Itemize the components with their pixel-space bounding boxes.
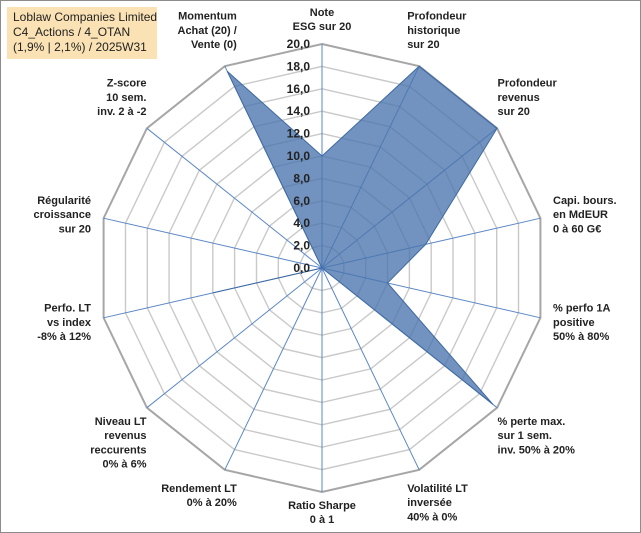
title-company: Loblaw Companies Limited bbox=[13, 10, 158, 24]
tick-label: 4,0 bbox=[293, 216, 310, 230]
axis-label: Perfo. LT vs index -8% à 12% bbox=[37, 303, 92, 343]
axis-spoke bbox=[146, 127, 323, 269]
axis-label-line: Perfo. LT bbox=[44, 303, 91, 315]
tick-label: 12,0 bbox=[287, 127, 311, 141]
tick-label: 10,0 bbox=[287, 149, 311, 163]
axis-spoke bbox=[224, 267, 323, 471]
axis-label-line: croissance bbox=[34, 209, 91, 221]
tick-label: 8,0 bbox=[293, 171, 310, 185]
axis-label-line: Niveau LT bbox=[95, 416, 147, 428]
axis-label-line: 10 sem. bbox=[106, 92, 146, 104]
axis-label-line: Vente (0) bbox=[191, 39, 237, 51]
axis-label-line: Profondeur bbox=[498, 78, 558, 90]
tick-label: 18,0 bbox=[287, 59, 311, 73]
axis-label: Rendement LT 0% à 20% bbox=[161, 483, 237, 509]
axis-label-line: Profondeur bbox=[407, 11, 467, 23]
axis-label-line: -8% à 12% bbox=[37, 331, 91, 343]
axis-label-line: 40% à 0% bbox=[407, 511, 457, 523]
axis-spoke bbox=[103, 217, 323, 269]
axis-label-line: Z-score bbox=[107, 78, 147, 90]
axis-spoke bbox=[146, 267, 323, 409]
data-series-area bbox=[212, 65, 498, 405]
tick-label: 16,0 bbox=[287, 82, 311, 96]
axis-label-line: sur 20 bbox=[407, 39, 439, 51]
axis-label-line: % perfo 1A bbox=[553, 303, 611, 315]
axis-label-line: Momentum bbox=[178, 11, 237, 23]
axis-label-line: 0 à 1 bbox=[310, 514, 334, 526]
axis-label-line: inv. 50% à 20% bbox=[498, 444, 576, 456]
axis-label-line: 0% à 6% bbox=[102, 459, 146, 471]
axis-label-line: 0% à 20% bbox=[187, 497, 237, 509]
axis-label-line: inversée bbox=[407, 497, 452, 509]
axis-label-line: historique bbox=[407, 25, 460, 37]
axis-label: Profondeur historique sur 20 bbox=[407, 11, 467, 51]
axis-labels: Note ESG sur 20 Profondeur historique sur 20… bbox=[34, 7, 617, 526]
radial-tick-labels: 0,0 2,0 4,0 6,0 8,0 10,0 12,0 14,0 16,0 18,0 20,0 bbox=[287, 37, 311, 275]
axis-label-line: Ratio Sharpe bbox=[288, 500, 356, 512]
axis-label-line: Achat (20) / bbox=[178, 25, 237, 37]
axis-label: Régularité croissance sur 20 bbox=[34, 195, 91, 235]
axis-label-line: 0 à 60 G€ bbox=[553, 223, 601, 235]
axis-label: Volatilité LT inversée 40% à 0% bbox=[407, 483, 468, 523]
tick-label: 14,0 bbox=[287, 104, 311, 118]
tick-label: 2,0 bbox=[293, 239, 310, 253]
tick-label: 6,0 bbox=[293, 194, 310, 208]
axis-label-line: revenus bbox=[498, 92, 540, 104]
title-category: C4_Actions / 4_OTAN bbox=[13, 25, 131, 39]
axis-label: Niveau LT revenus reccurents 0% à 6% bbox=[90, 416, 147, 471]
axis-label-line: Capi. bours. bbox=[553, 195, 617, 207]
axis-label: Note ESG sur 20 bbox=[293, 7, 352, 33]
axis-label-line: sur 20 bbox=[59, 223, 91, 235]
axis-label-line: inv. 2 à -2 bbox=[97, 106, 146, 118]
axis-label: Ratio Sharpe 0 à 1 bbox=[288, 500, 356, 526]
axis-label: Momentum Achat (20) / Vente (0) bbox=[178, 11, 238, 51]
chart-title-box: Loblaw Companies Limited C4_Actions / 4_… bbox=[7, 7, 157, 59]
title-period: (1,9% | 2,1%) / 2025W31 bbox=[13, 40, 147, 54]
axis-label-line: 50% à 80% bbox=[553, 331, 609, 343]
axis-label: Capi. bours. en MdEUR 0 à 60 G€ bbox=[553, 195, 617, 235]
axis-label-line: sur 1 sem. bbox=[498, 430, 552, 442]
axis-label-line: Régularité bbox=[37, 195, 91, 207]
tick-label: 0,0 bbox=[293, 261, 310, 275]
axis-label-line: revenus bbox=[104, 430, 146, 442]
axis-label-line: % perte max. bbox=[498, 416, 566, 428]
axis-label: % perfo 1A positive 50% à 80% bbox=[553, 303, 611, 343]
axis-label-line: Volatilité LT bbox=[407, 483, 468, 495]
axis-label-line: en MdEUR bbox=[553, 209, 608, 221]
axis-label: Profondeur revenus sur 20 bbox=[498, 78, 558, 118]
axis-label-line: Note bbox=[310, 7, 334, 19]
axis-label-line: reccurents bbox=[90, 444, 146, 456]
tick-label: 20,0 bbox=[287, 37, 311, 51]
axis-label-line: ESG sur 20 bbox=[293, 21, 352, 33]
axis-label-line: positive bbox=[553, 317, 595, 329]
axis-label-line: Rendement LT bbox=[161, 483, 237, 495]
axis-spoke bbox=[321, 267, 420, 471]
axis-label: Z-score 10 sem. inv. 2 à -2 bbox=[97, 78, 146, 118]
axis-label: % perte max. sur 1 sem. inv. 50% à 20% bbox=[498, 416, 576, 456]
axis-label-line: vs index bbox=[47, 317, 92, 329]
axis-label-line: sur 20 bbox=[498, 106, 530, 118]
